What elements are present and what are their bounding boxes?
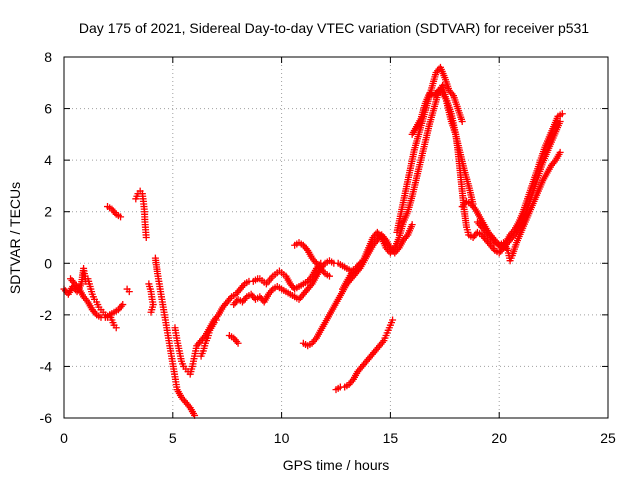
data-point (112, 324, 120, 332)
series-arc-4 (123, 285, 133, 296)
data-point (556, 148, 564, 156)
data-point (119, 301, 127, 309)
data-points (60, 63, 566, 419)
series-arc-6 (145, 280, 157, 316)
series-arc-12 (256, 259, 325, 293)
x-tick-label: 15 (383, 430, 399, 446)
series-arc-9 (197, 316, 220, 360)
data-point (117, 213, 125, 221)
data-point (458, 117, 466, 125)
data-point (234, 339, 242, 347)
series-arc-13 (291, 239, 333, 280)
x-axis-label: GPS time / hours (283, 457, 390, 473)
data-point (325, 272, 333, 280)
series-arc-20 (473, 148, 564, 265)
x-tick-label: 5 (169, 430, 177, 446)
series-arc-5 (132, 187, 150, 241)
y-tick-label: 0 (44, 255, 52, 271)
data-point (558, 110, 566, 118)
x-tick-label: 20 (491, 430, 507, 446)
y-tick-label: -6 (40, 410, 53, 426)
x-tick-label: 0 (60, 430, 68, 446)
series-arc-15 (332, 316, 397, 394)
chart-title: Day 175 of 2021, Sidereal Day-to-day VTE… (79, 20, 589, 36)
series-arc-8 (171, 275, 262, 378)
data-point (556, 117, 564, 125)
series-arc-2 (67, 275, 127, 321)
series-arc-19 (458, 110, 566, 252)
plot-frame (63, 56, 609, 419)
y-tick-label: -2 (40, 307, 53, 323)
x-tick-labels: 0 5 10 15 20 25 (60, 430, 616, 446)
series-arc-3 (104, 203, 125, 221)
series-arc-7 (151, 254, 199, 419)
data-point (408, 221, 416, 229)
series-arc-10 (225, 331, 242, 347)
x-tick-label: 10 (274, 430, 290, 446)
y-tick-label: 6 (44, 101, 52, 117)
x-tick-label: 25 (600, 430, 616, 446)
y-axis-label: SDTVAR / TECUs (7, 182, 23, 294)
y-tick-label: 4 (44, 152, 52, 168)
data-point (142, 234, 150, 241)
series-arc-16 (339, 81, 477, 293)
data-point (389, 316, 397, 324)
series-arc-1 (60, 264, 120, 332)
y-tick-label: -4 (40, 358, 53, 374)
y-tick-label: 2 (44, 204, 52, 220)
y-tick-labels: -6 -4 -2 0 2 4 6 8 (40, 49, 53, 426)
data-point (147, 308, 155, 316)
data-point (212, 316, 220, 324)
data-point (125, 288, 133, 296)
y-tick-label: 8 (44, 49, 52, 65)
